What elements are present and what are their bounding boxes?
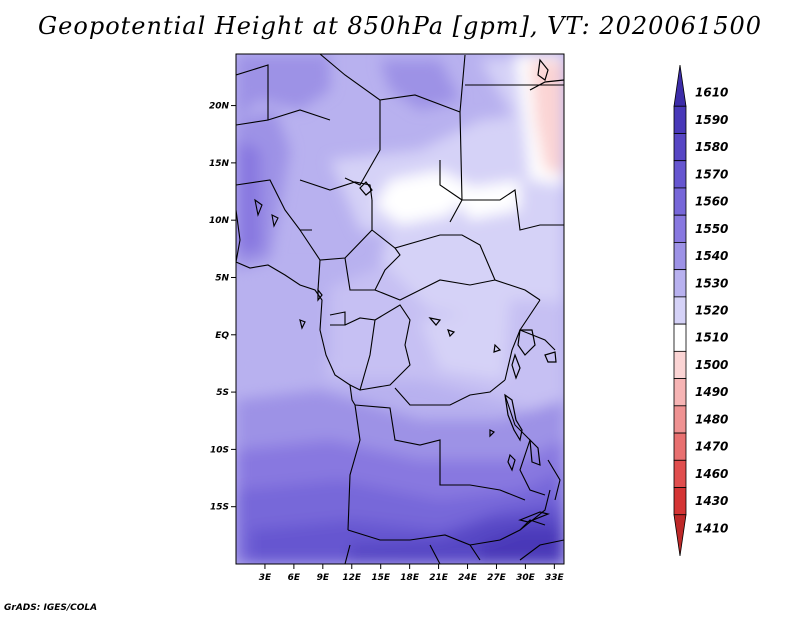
legend-label: 1480: [695, 412, 728, 426]
legend-swatch: [673, 214, 687, 243]
x-tick-label: 18E: [400, 573, 420, 583]
map-frame: [235, 53, 565, 565]
legend-swatch: [673, 160, 687, 189]
x-tick-label: 30E: [516, 573, 536, 583]
contour-field: [236, 54, 564, 564]
legend-label: 1530: [695, 276, 728, 290]
coastline: [236, 198, 356, 406]
legend-swatch: [673, 323, 687, 352]
x-tick-label: 24E: [458, 573, 478, 583]
x-tick-label: 15E: [371, 573, 391, 583]
legend-label: 1590: [695, 113, 728, 127]
legend-label: 1540: [695, 249, 728, 263]
x-tick-label: 27E: [487, 573, 507, 583]
legend-swatch: [673, 296, 687, 325]
map-area: 3E 6E 9E 12E 15E 18E 21E 24E 27E 30E 33E 20N 15N 10N…: [209, 53, 565, 583]
legend-swatch: [673, 269, 687, 298]
y-tick-label: 5N: [215, 273, 229, 283]
legend-swatch: [673, 459, 687, 488]
x-tick-label: 33E: [545, 573, 565, 583]
legend-swatch: [673, 432, 687, 461]
legend-label: 1460: [695, 467, 728, 481]
x-tick-label: 3E: [259, 573, 272, 583]
y-tick-label: 20N: [209, 102, 230, 112]
legend-label: 1610: [695, 86, 728, 100]
chart-title: Geopotential Height at 850hPa [gpm], VT:…: [38, 12, 762, 40]
y-tick-label: 10S: [210, 445, 229, 455]
country-borders: [236, 54, 564, 564]
legend-label: 1470: [695, 440, 728, 454]
legend-swatch: [673, 487, 687, 516]
legend-swatch: [673, 133, 687, 162]
y-tick-label: 5S: [216, 388, 229, 398]
legend-swatch: [673, 350, 687, 379]
legend-label: 1520: [695, 304, 728, 318]
x-tick-label: 21E: [429, 573, 449, 583]
legend-label: 1560: [695, 195, 728, 209]
legend-label: 1430: [695, 494, 728, 508]
y-axis: 20N 15N 10N 5N EQ 5S 10S 15S: [209, 102, 236, 513]
legend-swatch-top-arrow: [673, 64, 687, 107]
colorbar-legend: 1610 1590 1580 1570 1560 1550 1540 1530 1520 1510…: [673, 64, 728, 557]
legend-label: 1500: [695, 358, 728, 372]
x-tick-label: 12E: [342, 573, 362, 583]
legend-swatch: [673, 242, 687, 271]
credit-label: GrADS: IGES/COLA: [4, 603, 98, 613]
x-tick-label: 9E: [317, 573, 330, 583]
legend-label: 1490: [695, 385, 728, 399]
legend-swatch: [673, 105, 687, 134]
legend-swatch-bottom-arrow: [673, 514, 687, 557]
y-tick-label: EQ: [215, 331, 229, 341]
y-tick-label: 15N: [209, 159, 230, 169]
lakes-and-coasts: [299, 58, 564, 523]
legend-swatch: [673, 187, 687, 216]
legend-label: 1410: [695, 521, 728, 535]
legend-label: 1580: [695, 140, 728, 154]
legend-label: 1550: [695, 222, 728, 236]
y-tick-label: 10N: [209, 216, 230, 226]
legend-swatch: [673, 405, 687, 434]
x-tick-label: 6E: [288, 573, 301, 583]
legend-label: 1570: [695, 167, 728, 181]
x-axis: 3E 6E 9E 12E 15E 18E 21E 24E 27E 30E 33E: [259, 564, 565, 583]
legend-label: 1510: [695, 331, 728, 345]
legend-swatch: [673, 378, 687, 407]
y-tick-label: 15S: [210, 503, 229, 513]
